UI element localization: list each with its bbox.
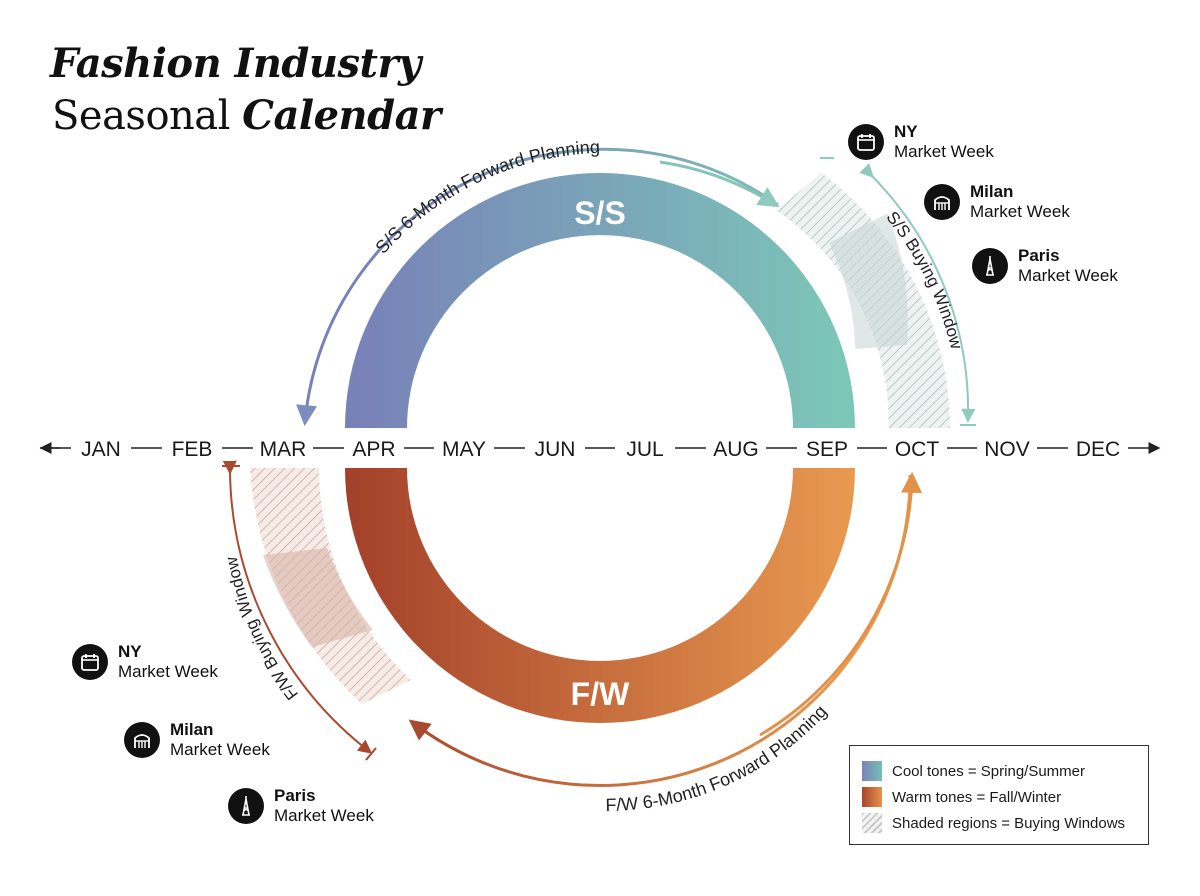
legend-label-warm: Warm tones = Fall/Winter (892, 788, 1062, 806)
market-label: Market Week (894, 142, 994, 161)
legend: Cool tones = Spring/Summer Warm tones = … (849, 745, 1149, 845)
month-label-bg (434, 436, 494, 460)
month-label-apr: APR (352, 438, 395, 461)
month-label-bg (253, 436, 313, 460)
page-title-line2: Seasonal Calendar (52, 92, 441, 139)
month-label-bg (797, 436, 857, 460)
month-label-mar: MAR (260, 438, 307, 461)
fw-paris-market-week: Paris Market Week (228, 786, 374, 826)
legend-swatch-shade (862, 813, 882, 833)
legend-item-cool: Cool tones = Spring/Summer (862, 758, 1136, 784)
eiffel-tower-icon (228, 788, 264, 824)
month-label-bg (1068, 436, 1128, 460)
month-label-bg (706, 436, 766, 460)
ss-planning-arrow (296, 147, 779, 427)
calendar-icon (72, 644, 108, 680)
ss-milan-market-week: Milan Market Week (924, 182, 1070, 222)
market-city: Milan (170, 720, 214, 739)
market-label: Market Week (970, 202, 1070, 221)
ss-season-label: S/S (574, 195, 626, 231)
month-label-dec: DEC (1076, 438, 1120, 461)
month-label-jun: JUN (535, 438, 576, 461)
market-city: NY (894, 122, 918, 141)
fw-planning-arrow-head (759, 471, 923, 737)
market-label: Market Week (170, 740, 270, 759)
month-label-bg (887, 436, 947, 460)
timeline: JAN FEB MAR APR MAY JUN JUL AUG SEP OCT NOV DEC (39, 436, 1161, 461)
month-label-jan: JAN (81, 438, 121, 461)
ss-buying-window-arrow (820, 157, 976, 426)
month-label-may: MAY (442, 438, 486, 461)
month-label-nov: NOV (984, 438, 1030, 461)
fw-ny-market-week: NY Market Week (72, 642, 218, 682)
gallery-icon (924, 184, 960, 220)
market-city: Paris (1018, 246, 1060, 265)
month-label-oct: OCT (895, 438, 940, 461)
month-label-bg (977, 436, 1037, 460)
title-plain: Seasonal (52, 93, 243, 139)
market-label: Market Week (1018, 266, 1118, 285)
month-label-bg (162, 436, 222, 460)
legend-item-warm: Warm tones = Fall/Winter (862, 784, 1136, 810)
market-label: Market Week (118, 662, 218, 681)
gallery-icon (124, 722, 160, 758)
month-label-bg (525, 436, 585, 460)
month-label-feb: FEB (172, 438, 213, 461)
legend-item-shade: Shaded regions = Buying Windows (862, 810, 1136, 836)
legend-swatch-warm (862, 787, 882, 807)
ss-paris-market-week: Paris Market Week (972, 246, 1118, 286)
calendar-icon (848, 124, 884, 160)
fw-season-label: F/W (571, 676, 630, 712)
fw-season-arc (345, 468, 855, 723)
legend-swatch-cool (862, 761, 882, 781)
legend-label-cool: Cool tones = Spring/Summer (892, 762, 1086, 780)
month-label-jul: JUL (626, 438, 663, 461)
market-label: Market Week (274, 806, 374, 825)
legend-label-shade: Shaded regions = Buying Windows (892, 814, 1126, 832)
page-title-line1: Fashion Industry (50, 40, 421, 87)
market-city: NY (118, 642, 142, 661)
market-city: Paris (274, 786, 316, 805)
market-city: Milan (970, 182, 1014, 201)
month-label-sep: SEP (806, 438, 848, 461)
ss-season-arc (345, 173, 855, 428)
ss-ny-market-week: NY Market Week (848, 122, 994, 162)
fw-milan-market-week: Milan Market Week (124, 720, 270, 760)
month-label-aug: AUG (713, 438, 759, 461)
eiffel-tower-icon (972, 248, 1008, 284)
fw-buying-window-arrow (222, 460, 377, 761)
title-emphasis: Calendar (242, 92, 441, 139)
month-label-bg (71, 436, 131, 460)
ss-planning-arrow-head (659, 160, 780, 208)
month-label-bg (344, 436, 404, 460)
month-label-bg (615, 436, 675, 460)
